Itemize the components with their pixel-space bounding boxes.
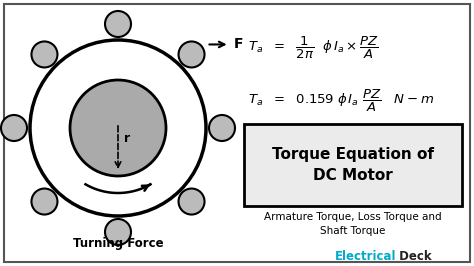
Bar	[244, 124, 462, 206]
Circle shape	[105, 219, 131, 245]
Text: $T_a\ \ =\ \ \dfrac{1}{2\pi}\ \ \phi\, I_a \times \dfrac{PZ}{A}$: $T_a\ \ =\ \ \dfrac{1}{2\pi}\ \ \phi\, I…	[248, 35, 379, 61]
Circle shape	[105, 11, 131, 37]
Text: r: r	[124, 131, 130, 144]
Text: Turning Force: Turning Force	[73, 238, 164, 251]
Text: Deck: Deck	[395, 250, 432, 263]
Circle shape	[209, 115, 235, 141]
Text: F: F	[234, 38, 243, 51]
Circle shape	[31, 41, 57, 68]
Text: Electrical: Electrical	[335, 250, 396, 263]
Text: $T_a\ \ =\ \ 0.159\ \phi\, I_a\ \dfrac{PZ}{A}\ \ \ N-m$: $T_a\ \ =\ \ 0.159\ \phi\, I_a\ \dfrac{P…	[248, 88, 434, 114]
Circle shape	[70, 80, 166, 176]
Circle shape	[179, 189, 205, 215]
Text: Armature Torque, Loss Torque and
Shaft Torque: Armature Torque, Loss Torque and Shaft T…	[264, 212, 442, 236]
Circle shape	[1, 115, 27, 141]
Circle shape	[31, 189, 57, 215]
Circle shape	[179, 41, 205, 68]
Text: Torque Equation of
DC Motor: Torque Equation of DC Motor	[272, 147, 434, 183]
Circle shape	[30, 40, 206, 216]
